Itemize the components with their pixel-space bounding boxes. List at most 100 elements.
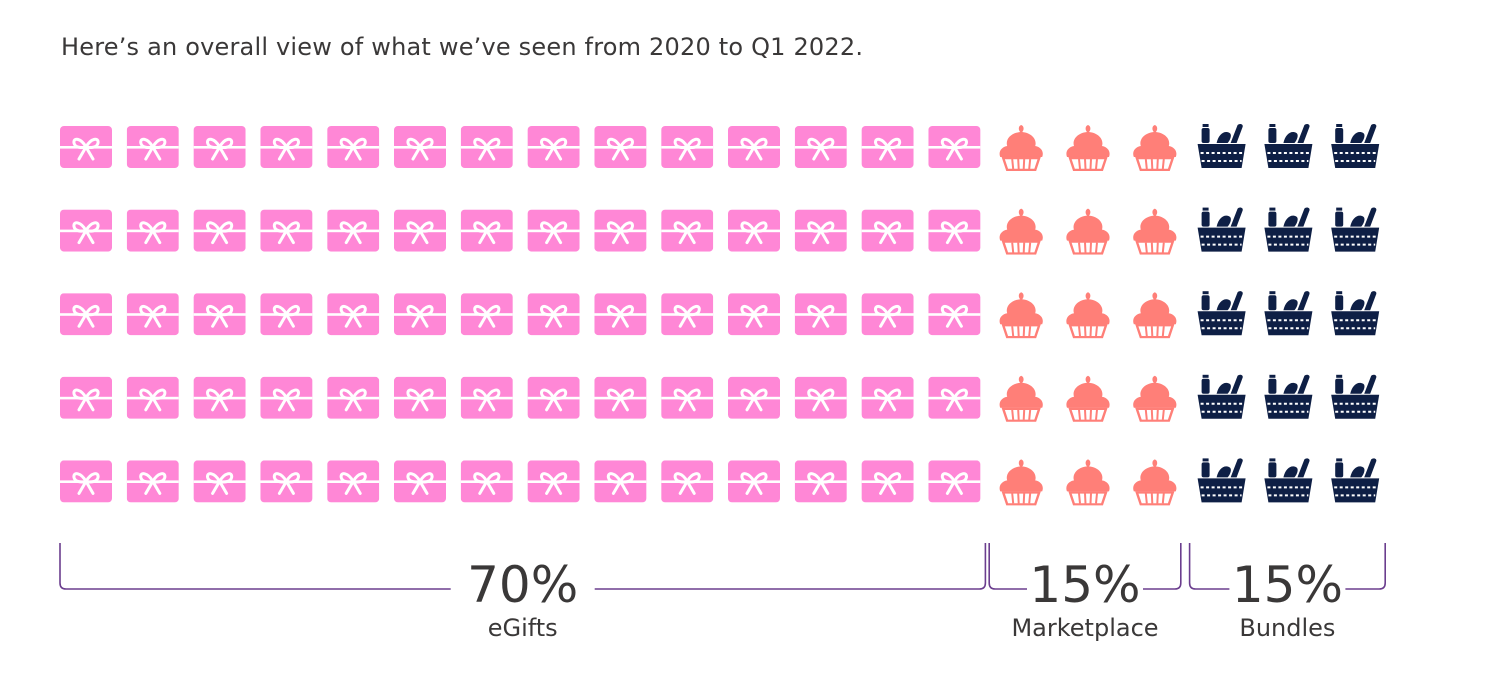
basket-icon — [1196, 206, 1247, 253]
gift-card-icon — [126, 126, 179, 168]
gift-card-icon — [728, 376, 780, 419]
gift-card-icon — [928, 293, 981, 336]
gift-card-icon — [394, 126, 446, 168]
gift-card-icon — [661, 293, 714, 336]
basket-icon — [1330, 123, 1381, 169]
gift-card-icon — [794, 209, 847, 252]
gift-card-icon — [928, 126, 981, 168]
gift-card-icon — [193, 293, 246, 336]
cupcake-icon — [1065, 123, 1111, 171]
gift-card-icon — [60, 293, 112, 336]
gift-card-icon — [394, 376, 446, 419]
bracket-left-egifts — [59, 543, 451, 590]
gift-card-icon — [193, 460, 246, 503]
gift-card-icon — [460, 209, 513, 252]
gift-card-icon — [460, 460, 513, 503]
gift-card-icon — [928, 460, 981, 503]
cupcake-icon — [1131, 374, 1178, 422]
gift-card-icon — [460, 293, 513, 336]
gift-card-icon — [126, 376, 179, 419]
cupcake-icon — [998, 291, 1045, 339]
gift-card-icon — [794, 376, 847, 419]
gift-card-icon — [794, 126, 847, 168]
basket-icon — [1263, 206, 1314, 253]
cupcake-icon — [1131, 207, 1178, 255]
gift-card-icon — [728, 460, 780, 503]
gift-card-icon — [260, 460, 313, 503]
gift-card-icon — [60, 460, 112, 503]
gift-card-icon — [260, 376, 313, 419]
gift-card-icon — [60, 376, 112, 419]
gift-card-icon — [527, 460, 580, 503]
gift-card-icon — [327, 376, 380, 419]
gift-card-icon — [594, 293, 647, 336]
basket-icon — [1263, 290, 1314, 337]
gift-card-icon — [260, 293, 313, 336]
gift-card-icon — [327, 209, 380, 252]
cupcake-icon — [1065, 207, 1111, 255]
bracket-right-marketplace — [1143, 543, 1182, 590]
gift-card-icon — [126, 460, 179, 503]
cupcake-icon — [998, 374, 1045, 422]
basket-icon — [1330, 373, 1381, 420]
gift-card-icon — [861, 293, 914, 336]
bracket-left-bundles — [1188, 543, 1230, 590]
basket-icon — [1196, 290, 1247, 337]
gift-card-icon — [728, 126, 780, 168]
percent-label-marketplace: 15% — [1029, 556, 1140, 614]
gift-card-icon — [861, 209, 914, 252]
cupcake-icon — [1131, 291, 1178, 339]
gift-card-icon — [460, 376, 513, 419]
basket-icon — [1330, 457, 1381, 504]
gift-card-icon — [661, 126, 714, 168]
cupcake-icon — [1065, 374, 1111, 422]
bracket-right-bundles — [1345, 543, 1386, 590]
cupcake-icon — [1065, 458, 1111, 506]
gift-card-icon — [60, 126, 112, 168]
gift-card-icon — [661, 460, 714, 503]
basket-icon — [1196, 373, 1247, 420]
gift-card-icon — [260, 209, 313, 252]
gift-card-icon — [928, 209, 981, 252]
basket-icon — [1330, 290, 1381, 337]
percent-label-bundles: 15% — [1232, 556, 1343, 614]
gift-card-icon — [327, 126, 380, 168]
gift-card-icon — [126, 293, 179, 336]
gift-card-icon — [260, 126, 313, 168]
cupcake-icon — [998, 123, 1045, 171]
percent-label-egifts: 70% — [467, 556, 578, 614]
gift-card-icon — [394, 293, 446, 336]
gift-card-icon — [794, 293, 847, 336]
basket-icon — [1263, 123, 1314, 169]
gift-card-icon — [594, 460, 647, 503]
gift-card-icon — [527, 293, 580, 336]
cupcake-icon — [998, 458, 1045, 506]
gift-card-icon — [126, 209, 179, 252]
gift-card-icon — [394, 460, 446, 503]
bracket-left-marketplace — [988, 543, 1027, 590]
cupcake-icon — [1065, 291, 1111, 339]
gift-card-icon — [60, 209, 112, 252]
basket-icon — [1330, 206, 1381, 253]
basket-icon — [1263, 373, 1314, 420]
gift-card-icon — [327, 460, 380, 503]
icon-grid — [60, 123, 1381, 506]
category-label-marketplace: Marketplace — [1011, 614, 1158, 642]
gift-card-icon — [728, 209, 780, 252]
gift-card-icon — [594, 376, 647, 419]
gift-card-icon — [527, 126, 580, 168]
basket-icon — [1196, 123, 1247, 169]
gift-card-icon — [861, 376, 914, 419]
cupcake-icon — [1131, 123, 1178, 171]
gift-card-icon — [193, 209, 246, 252]
gift-card-icon — [527, 376, 580, 419]
gift-card-icon — [861, 126, 914, 168]
gift-card-icon — [861, 460, 914, 503]
gift-card-icon — [594, 126, 647, 168]
gift-card-icon — [193, 126, 246, 168]
gift-card-icon — [728, 293, 780, 336]
gift-card-icon — [527, 209, 580, 252]
gift-card-icon — [661, 209, 714, 252]
